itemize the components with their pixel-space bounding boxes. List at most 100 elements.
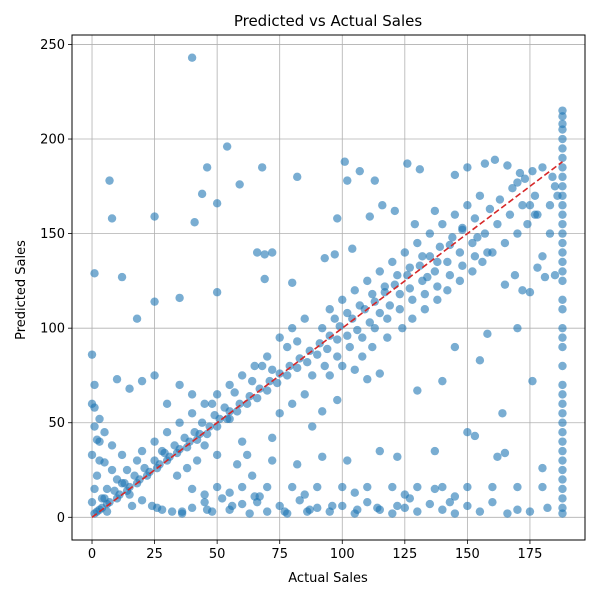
data-point <box>400 248 410 257</box>
data-point <box>558 191 567 200</box>
data-point <box>210 410 219 420</box>
data-point <box>102 507 112 516</box>
data-point <box>288 482 297 492</box>
data-point <box>450 492 460 501</box>
data-point <box>513 229 522 238</box>
data-point <box>355 301 364 310</box>
data-point <box>225 414 234 424</box>
y-tick-label: 250 <box>40 38 65 53</box>
data-point <box>150 437 159 446</box>
data-point <box>510 271 520 280</box>
data-point <box>390 206 400 216</box>
data-point <box>230 388 239 397</box>
data-point <box>252 393 262 403</box>
data-point <box>100 458 109 467</box>
data-point <box>505 210 515 219</box>
x-axis-ticks: 0 25 50 75 100 125 150 175 <box>88 540 542 562</box>
data-point <box>247 471 257 480</box>
data-point <box>187 503 197 513</box>
data-point <box>182 463 192 473</box>
data-point <box>247 376 257 386</box>
data-point <box>87 399 97 409</box>
data-point <box>528 376 537 386</box>
data-point <box>162 399 172 409</box>
data-point <box>558 267 567 276</box>
data-point <box>370 297 379 306</box>
data-point <box>300 390 309 399</box>
data-point <box>363 482 372 492</box>
data-point <box>350 286 359 295</box>
data-point <box>283 342 292 352</box>
plot-frame <box>71 34 586 541</box>
data-point <box>488 497 497 507</box>
data-point <box>450 170 460 180</box>
data-point <box>137 376 147 386</box>
data-point <box>200 399 209 409</box>
data-point <box>558 182 567 191</box>
data-point <box>493 219 502 229</box>
data-point <box>450 509 460 518</box>
data-point <box>558 361 567 371</box>
data-point <box>538 482 547 492</box>
data-point <box>260 274 269 284</box>
data-point <box>558 323 567 333</box>
data-point <box>420 305 430 314</box>
data-point <box>150 456 159 465</box>
data-point <box>212 288 222 297</box>
reference-line <box>91 161 563 518</box>
data-point <box>470 214 480 223</box>
data-point <box>257 163 267 172</box>
data-point <box>425 499 435 509</box>
data-point <box>303 358 312 367</box>
data-point <box>408 314 417 323</box>
data-point <box>225 380 234 390</box>
data-point <box>267 248 277 257</box>
data-point <box>558 399 567 409</box>
data-point <box>433 257 442 267</box>
data-point <box>515 168 525 178</box>
data-point <box>237 482 247 492</box>
data-point <box>558 380 567 390</box>
data-point <box>197 418 207 427</box>
data-point <box>495 195 505 204</box>
data-point <box>132 456 142 465</box>
data-point <box>180 433 189 443</box>
data-point <box>425 229 435 238</box>
data-point <box>255 384 264 393</box>
data-point <box>125 490 134 499</box>
data-point <box>252 248 262 257</box>
data-point <box>333 214 342 223</box>
data-point <box>283 371 292 380</box>
data-point <box>373 503 382 513</box>
data-point <box>445 497 455 507</box>
data-point <box>275 409 284 418</box>
data-point <box>445 240 455 250</box>
data-point <box>383 333 392 342</box>
data-point <box>525 288 535 297</box>
data-point <box>87 350 97 359</box>
data-point <box>167 507 177 516</box>
data-point <box>558 427 567 437</box>
data-point <box>430 206 440 216</box>
data-point <box>558 219 567 229</box>
data-point <box>413 482 422 492</box>
data-point <box>558 342 567 352</box>
data-point <box>117 450 127 460</box>
data-point <box>338 482 347 492</box>
data-point <box>343 331 352 340</box>
data-point <box>288 323 297 333</box>
data-point <box>558 418 567 427</box>
data-point <box>150 212 159 221</box>
data-point <box>132 314 142 323</box>
data-point <box>513 178 522 187</box>
data-point <box>538 163 547 172</box>
data-point <box>92 507 102 516</box>
data-point <box>95 414 104 424</box>
data-point <box>343 308 352 318</box>
data-point <box>358 333 367 342</box>
data-point <box>375 308 384 318</box>
data-point <box>250 361 259 371</box>
data-point <box>405 263 415 272</box>
data-point <box>558 305 567 314</box>
data-point <box>187 390 197 399</box>
